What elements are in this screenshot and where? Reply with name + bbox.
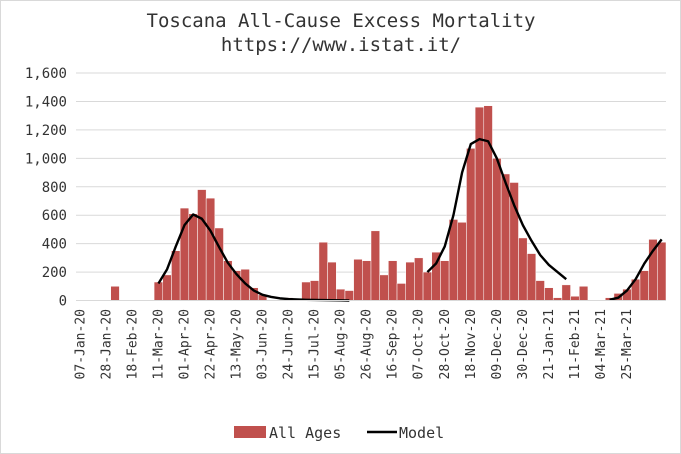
bar-all-ages xyxy=(310,280,320,301)
bar-all-ages xyxy=(405,261,415,301)
bar-all-ages xyxy=(457,222,467,301)
model-line-segment xyxy=(426,137,567,281)
bar-all-ages xyxy=(214,227,224,301)
bar-all-ages xyxy=(388,260,398,301)
x-tick-label: 15-Jul-20 xyxy=(308,309,323,379)
bar-all-ages xyxy=(544,287,554,301)
model-line-segment xyxy=(157,213,350,302)
y-tick-label: 1,000 xyxy=(25,151,67,167)
bar-all-ages xyxy=(396,283,406,301)
bar-all-ages xyxy=(301,281,311,301)
bar-all-ages xyxy=(171,250,181,301)
bar-all-ages xyxy=(474,106,485,301)
gridlines xyxy=(76,72,666,273)
bar-all-ages xyxy=(353,259,363,301)
bar-all-ages xyxy=(362,260,372,301)
bar-all-ages xyxy=(162,274,172,301)
bar-all-ages xyxy=(570,295,580,301)
x-tick-label: 28-Jan-20 xyxy=(99,309,114,379)
y-tick-label: 1,400 xyxy=(25,94,67,110)
y-axis: 0 200 400 600 800 1,000 1,200 1,400 1,600 xyxy=(25,66,67,310)
x-tick-label: 07-Jan-20 xyxy=(73,309,88,379)
y-tick-label: 1,600 xyxy=(25,66,67,82)
x-tick-label: 26-Aug-20 xyxy=(360,309,375,379)
bar-all-ages xyxy=(466,148,476,301)
x-axis: 07-Jan-20 28-Jan-20 18-Feb-20 11-Mar-20 01-A… xyxy=(73,309,635,379)
x-tick-label: 18-Nov-20 xyxy=(464,309,479,379)
legend: All Ages Model xyxy=(234,424,444,442)
bar-all-ages xyxy=(440,260,450,301)
x-tick-label: 22-Apr-20 xyxy=(203,309,218,379)
x-tick-label: 13-May-20 xyxy=(230,309,245,379)
bar-all-ages xyxy=(197,189,207,301)
x-tick-label: 11-Mar-20 xyxy=(151,309,166,379)
bar-all-ages xyxy=(370,230,380,301)
legend-bar-label: All Ages xyxy=(269,424,341,442)
y-tick-label: 400 xyxy=(42,237,67,253)
bar-all-ages xyxy=(153,281,164,301)
y-tick-label: 800 xyxy=(42,180,67,196)
legend-bar-swatch xyxy=(234,426,266,438)
model-series xyxy=(157,137,663,302)
y-tick-label: 200 xyxy=(42,265,67,281)
bar-all-ages xyxy=(448,219,459,301)
bar-all-ages xyxy=(657,241,667,301)
bar-all-ages xyxy=(492,158,502,301)
y-tick-label: 0 xyxy=(59,294,67,310)
x-tick-label: 28-Oct-20 xyxy=(438,309,453,379)
bar-all-ages xyxy=(578,286,589,301)
model-line-segment xyxy=(609,238,663,301)
x-tick-label: 16-Sep-20 xyxy=(386,309,401,379)
x-tick-label: 05-Aug-20 xyxy=(334,309,349,379)
bar-all-ages xyxy=(526,253,537,301)
bar-all-ages xyxy=(188,213,198,301)
bar-series xyxy=(110,105,667,301)
bar-all-ages xyxy=(344,290,354,301)
bar-all-ages xyxy=(535,280,545,301)
x-tick-label: 07-Oct-20 xyxy=(412,309,427,379)
bar-all-ages xyxy=(422,271,432,301)
bar-all-ages xyxy=(414,257,424,301)
chart-title: Toscana All-Cause Excess Mortality xyxy=(147,10,536,32)
bar-all-ages xyxy=(318,241,328,301)
bar-all-ages xyxy=(327,261,337,301)
x-tick-label: 18-Feb-20 xyxy=(125,309,140,379)
x-tick-label: 30-Dec-20 xyxy=(516,309,531,379)
x-tick-label: 25-Mar-21 xyxy=(620,309,635,379)
x-tick-label: 21-Jan-21 xyxy=(542,309,557,379)
y-tick-label: 1,200 xyxy=(25,123,67,139)
bar-all-ages xyxy=(639,270,649,301)
bar-all-ages xyxy=(518,237,528,301)
x-tick-label: 01-Apr-20 xyxy=(177,309,192,379)
x-tick-label: 11-Feb-21 xyxy=(568,309,583,379)
chart-subtitle: https://www.istat.it/ xyxy=(221,34,461,56)
bar-all-ages xyxy=(110,286,120,301)
legend-line-label: Model xyxy=(399,424,444,442)
bar-all-ages xyxy=(561,284,571,301)
x-tick-label: 09-Dec-20 xyxy=(490,309,505,379)
y-tick-label: 600 xyxy=(42,208,67,224)
bar-all-ages xyxy=(205,197,216,301)
bar-all-ages xyxy=(336,288,346,301)
x-tick-label: 03-Jun-20 xyxy=(256,309,271,379)
bar-all-ages xyxy=(483,105,493,301)
bar-all-ages xyxy=(379,274,389,301)
x-tick-label: 04-Mar-21 xyxy=(594,309,609,379)
x-tick-label: 24-Jun-20 xyxy=(282,309,297,379)
